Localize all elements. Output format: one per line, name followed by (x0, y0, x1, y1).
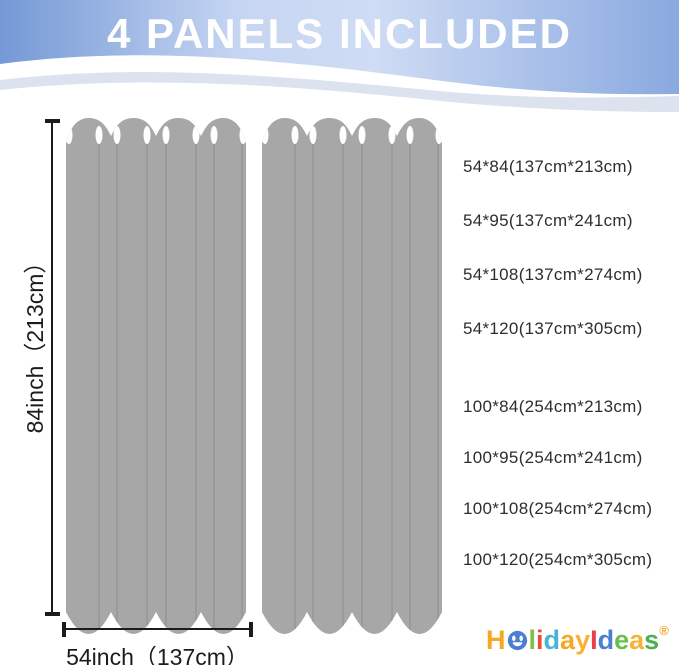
height-measure-arrow (45, 119, 60, 616)
banner-wave-background (0, 0, 679, 125)
smiley-face-icon (507, 630, 527, 651)
width-measure-arrow (62, 622, 253, 637)
size-option: 100*120(254cm*305cm) (463, 549, 653, 569)
logo-letter: H (486, 625, 506, 655)
measure-line-vertical (51, 119, 53, 616)
size-option: 54*84(137cm*213cm) (463, 157, 633, 176)
logo-letter: s (644, 625, 660, 655)
logo-letter: y (575, 625, 591, 655)
measure-line-horizontal (62, 628, 253, 630)
logo-letter: e (614, 625, 630, 655)
logo-letter: d (543, 625, 561, 655)
size-option: 54*120(137cm*305cm) (463, 319, 643, 338)
banner: 4 PANELS INCLUDED (0, 0, 679, 125)
size-option: 100*95(254cm*241cm) (463, 447, 643, 467)
logo-letter: a (560, 625, 576, 655)
registered-trademark: ® (659, 623, 669, 638)
size-list-100: 100*84(254cm*213cm) 100*95(254cm*241cm) … (463, 381, 677, 585)
banner-title: 4 PANELS INCLUDED (107, 10, 572, 57)
size-list-54: 54*84(137cm*213cm) 54*95(137cm*241cm) 54… (463, 140, 677, 356)
size-option: 54*108(137cm*274cm) (463, 265, 643, 284)
curtain-panel-right (262, 112, 442, 638)
size-option: 100*108(254cm*274cm) (463, 498, 653, 518)
logo-letter: i (536, 625, 544, 655)
size-option: 54*95(137cm*241cm) (463, 211, 633, 230)
measure-cap-right (249, 622, 253, 637)
measure-cap-bottom (45, 612, 60, 616)
logo-letter: a (629, 625, 645, 655)
logo-letter: l (528, 625, 537, 655)
logo-letter: I (590, 625, 598, 655)
width-dimension-label: 54inch（137cm） (66, 644, 249, 665)
curtain-panel-left (66, 112, 246, 638)
size-option: 100*84(254cm*213cm) (463, 396, 643, 416)
logo-letter: d (597, 625, 615, 655)
height-dimension-label: 84inch（213cm） (22, 250, 48, 434)
